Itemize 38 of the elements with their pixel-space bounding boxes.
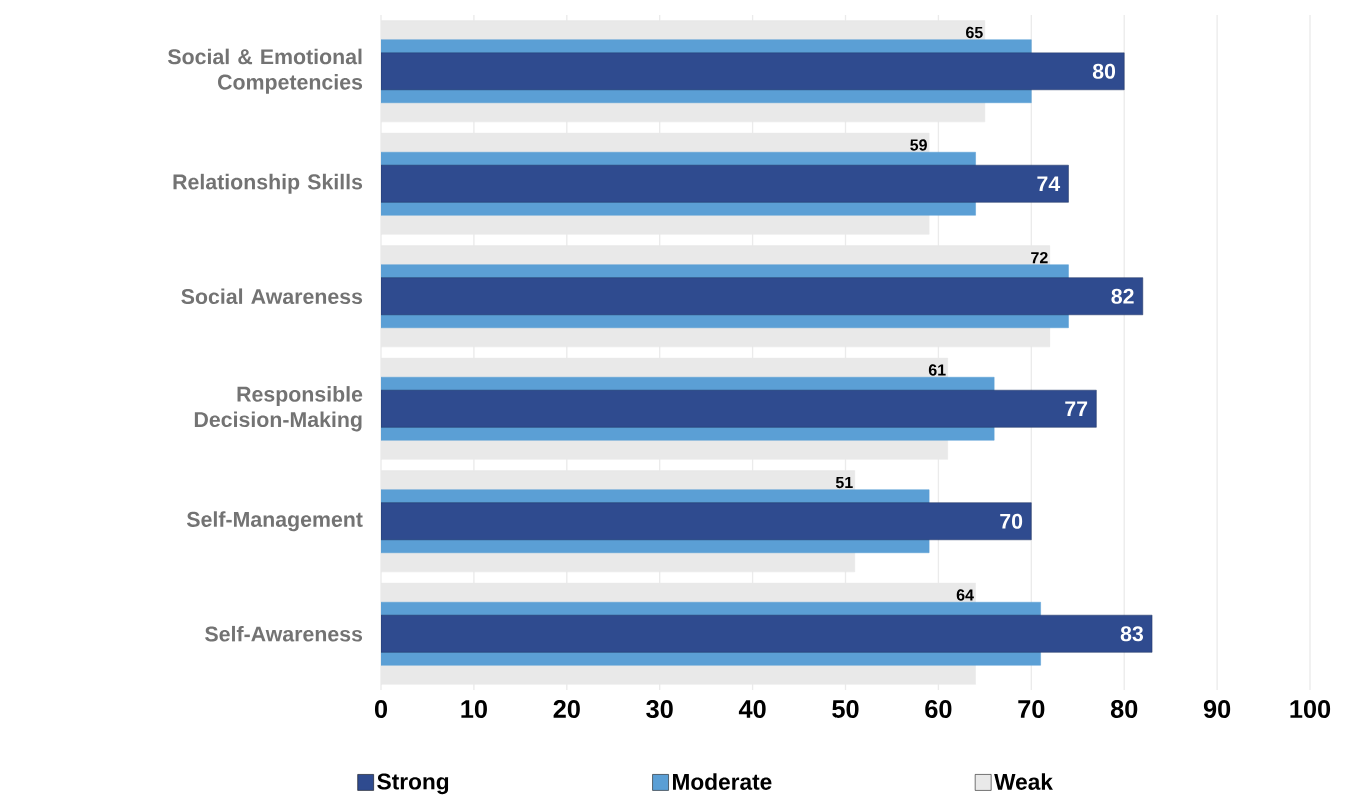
x-tick-label: 0 [374,700,388,718]
x-tick-label: 70 [1018,700,1045,718]
data-label: 64 [956,589,974,601]
x-tick-label: 30 [646,700,673,719]
y-tick-label: Responsible Decision-Making [194,386,363,432]
legend-label: Weak [994,773,1053,790]
y-tick-label: Self-Awareness [205,625,363,642]
legend-label: Strong [377,773,449,795]
data-label: 77 [1065,401,1088,417]
x-tick-label: 90 [1203,700,1231,718]
bar [381,502,1032,541]
data-label: 80 [1092,63,1116,79]
y-tick-label: Relationship Skills [173,173,363,194]
x-tick-label: 10 [461,700,487,718]
legend-label: Moderate [673,773,772,790]
data-label: 59 [910,139,927,151]
data-label: 83 [1120,626,1144,642]
x-tick-label: 80 [1110,700,1138,718]
data-label: 70 [1000,513,1023,529]
data-label: 82 [1111,288,1134,304]
bar [381,389,1097,428]
x-tick-label: 100 [1290,700,1331,718]
bar [381,614,1153,653]
bar [381,164,1069,203]
x-tick-label: 60 [925,700,952,718]
x-tick-label: 50 [832,700,859,718]
data-label: 51 [835,476,853,489]
y-tick-label: Social & Emotional Competencies [167,48,363,94]
y-tick-label: Self-Management [186,511,363,532]
x-tick-label: 40 [738,700,766,718]
bar [381,52,1125,91]
data-label: 65 [966,26,983,39]
data-label: 74 [1037,176,1061,192]
bar [381,277,1144,316]
y-tick-label: Social Awareness [181,288,363,305]
data-label: 72 [1031,251,1048,264]
x-tick-label: 20 [553,700,580,718]
data-label: 61 [928,364,946,376]
